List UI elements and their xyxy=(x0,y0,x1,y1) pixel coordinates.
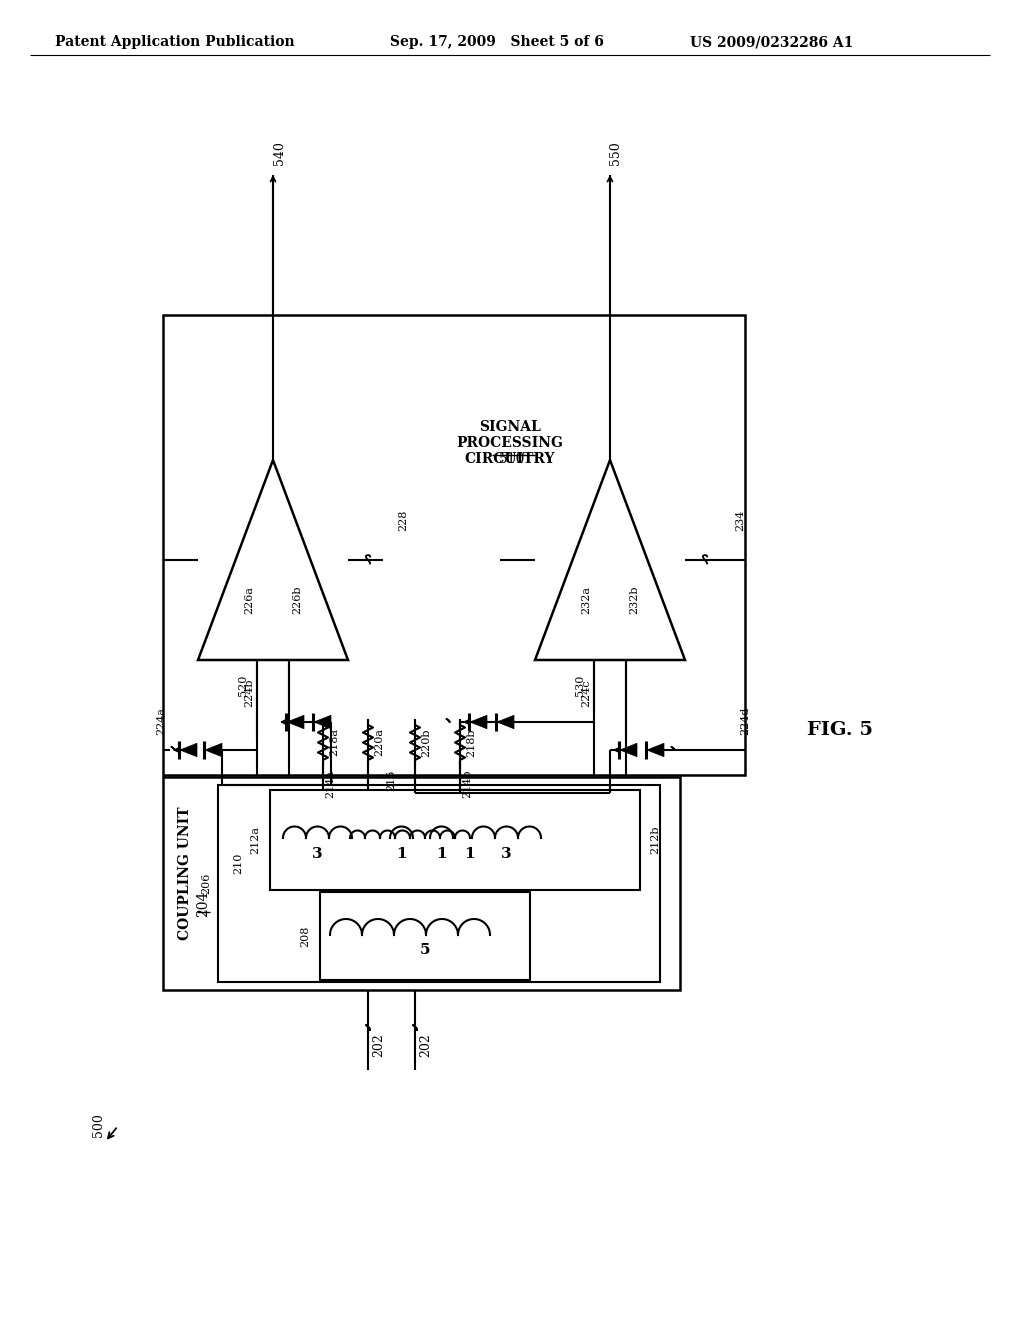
Text: 216: 216 xyxy=(386,770,396,792)
Bar xyxy=(270,789,640,890)
Text: 226a: 226a xyxy=(244,586,254,614)
Text: 210: 210 xyxy=(233,853,243,874)
Text: 540: 540 xyxy=(272,141,286,165)
Text: 550: 550 xyxy=(609,141,623,165)
Text: 218b: 218b xyxy=(466,729,476,756)
Text: 1: 1 xyxy=(465,847,475,861)
Text: 218a: 218a xyxy=(329,729,339,756)
Text: 224b: 224b xyxy=(244,678,254,708)
Text: 232a: 232a xyxy=(581,586,591,614)
Polygon shape xyxy=(205,743,222,756)
Text: 214a: 214a xyxy=(325,770,335,799)
Text: 224a: 224a xyxy=(156,708,166,735)
Text: 3: 3 xyxy=(501,847,511,861)
Text: 224c: 224c xyxy=(581,680,591,708)
Text: US 2009/0232286 A1: US 2009/0232286 A1 xyxy=(690,36,853,49)
Text: 510: 510 xyxy=(499,451,525,466)
Text: 3: 3 xyxy=(311,847,323,861)
Text: 204: 204 xyxy=(196,890,210,916)
Text: 212b: 212b xyxy=(650,826,660,854)
Text: Sep. 17, 2009   Sheet 5 of 6: Sep. 17, 2009 Sheet 5 of 6 xyxy=(390,36,604,49)
Text: FIG. 5: FIG. 5 xyxy=(807,721,873,739)
Text: 212a: 212a xyxy=(250,826,260,854)
Text: 202: 202 xyxy=(419,1034,432,1057)
Bar xyxy=(218,785,660,982)
Text: Patent Application Publication: Patent Application Publication xyxy=(55,36,295,49)
Text: 234: 234 xyxy=(735,510,745,531)
Text: 220b: 220b xyxy=(421,729,431,756)
Polygon shape xyxy=(647,743,664,756)
Polygon shape xyxy=(287,715,304,729)
Text: 520: 520 xyxy=(238,675,248,696)
Text: 206: 206 xyxy=(201,873,211,894)
Text: 214b: 214b xyxy=(462,770,472,799)
Polygon shape xyxy=(497,715,514,729)
Polygon shape xyxy=(620,743,637,756)
Text: 228: 228 xyxy=(398,510,408,531)
Polygon shape xyxy=(470,715,487,729)
Text: 220a: 220a xyxy=(374,729,384,756)
Text: 1: 1 xyxy=(396,847,408,861)
Text: 208: 208 xyxy=(300,925,310,946)
Text: 500: 500 xyxy=(92,1113,105,1137)
Text: 530: 530 xyxy=(575,675,585,696)
Text: SIGNAL
PROCESSING
CIRCUITRY: SIGNAL PROCESSING CIRCUITRY xyxy=(457,420,563,466)
Polygon shape xyxy=(180,743,197,756)
Text: 232b: 232b xyxy=(629,586,639,614)
Text: 226b: 226b xyxy=(292,586,302,614)
Text: 1: 1 xyxy=(436,847,447,861)
Text: 202: 202 xyxy=(372,1034,385,1057)
Polygon shape xyxy=(314,715,331,729)
Bar xyxy=(163,777,680,990)
Text: 5: 5 xyxy=(420,942,430,957)
Bar xyxy=(163,315,745,775)
Text: 224d: 224d xyxy=(740,706,750,735)
Text: COUPLING UNIT: COUPLING UNIT xyxy=(178,807,193,940)
Bar xyxy=(319,892,530,979)
